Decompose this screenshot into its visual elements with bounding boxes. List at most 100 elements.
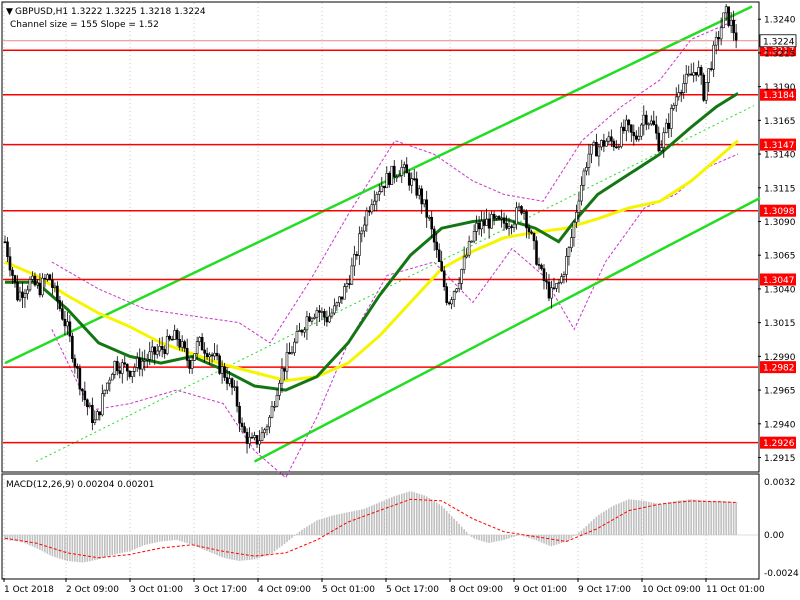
candle-body-167 [420,188,424,205]
candle-body-109 [275,395,279,407]
candle-body-274 [687,73,691,76]
candle-body-91 [230,378,234,388]
candle-body-74 [188,360,191,369]
channel-mid-line [35,105,755,463]
candle-body-5 [16,282,19,301]
candle-body-287 [719,27,723,40]
candle-body-198 [497,216,501,220]
candle-body-28 [73,358,77,367]
candle-body-290 [727,6,730,26]
candle-body-21 [56,285,59,301]
candle-body-17 [46,274,49,280]
bollinger-upper [51,18,739,344]
candle-body-11 [31,275,34,280]
candle-body-219 [550,287,553,299]
candle-body-220 [552,287,556,290]
candle-body-19 [51,279,54,288]
candle-body-229 [575,211,578,223]
candle-body-159 [400,167,404,176]
candle-body-156 [392,165,396,178]
candle-body-149 [375,193,379,202]
candle-body-125 [315,310,319,318]
candle-body-284 [712,44,715,70]
candle-body-130 [328,315,331,323]
candle-body-215 [540,264,543,269]
candle-body-67 [170,338,174,341]
x-tick-label-7: 8 Oct 09:00 [450,585,503,595]
y-tick-label-6: 1.3090 [764,218,796,228]
candle-body-237 [595,142,598,157]
candle-body-87 [220,366,224,374]
candle-body-184 [462,256,466,270]
candle-body-58 [148,351,152,360]
candle-body-153 [385,173,389,189]
candle-body-154 [387,173,391,185]
candle-body-76 [193,353,196,361]
candle-body-169 [425,199,429,218]
level-label-bg-3 [760,204,796,217]
candle-body-31 [81,388,84,392]
candle-body-106 [268,416,271,428]
candle-body-42 [108,379,112,384]
candle-body-121 [305,316,309,331]
candle-body-174 [437,249,441,262]
candle-body-230 [577,200,581,213]
candle-body-99 [250,436,254,439]
candle-body-36 [93,419,97,423]
candle-body-49 [125,363,129,372]
candle-body-45 [115,361,119,372]
x-tick-label-1: 2 Oct 09:00 [66,585,119,595]
candle-body-103 [260,432,264,441]
candle-body-37 [96,411,99,421]
candle-body-196 [492,214,496,219]
candle-body-123 [310,318,314,322]
candle-body-191 [480,220,483,230]
candle-body-238 [597,146,601,157]
candle-body-234 [587,153,591,168]
candle-body-80 [203,349,206,354]
candle-body-286 [717,37,720,40]
candle-body-252 [632,132,636,137]
candle-body-56 [143,359,147,362]
y-tick-label-2: 1.3190 [764,83,796,93]
candle-body-172 [432,228,436,243]
candle-body-1 [6,241,9,257]
x-tick-label-2: 3 Oct 01:00 [130,585,183,595]
candle-body-175 [440,261,443,272]
candle-body-236 [592,142,596,146]
candle-body-22 [58,300,62,309]
candle-body-166 [417,188,421,196]
candle-body-128 [323,311,326,318]
candle-body-84 [213,352,216,357]
candle-body-129 [325,316,329,323]
candle-body-152 [382,185,386,189]
level-label-4: 1.3047 [763,276,795,286]
symbol-ohlc-line: GBPUSD,H1 1.3222 1.3225 1.3218 1.3224 [15,7,206,17]
candle-body-15 [41,277,44,296]
ma-slow-yellow [4,139,739,383]
candle-body-104 [263,429,266,434]
ma-fast-green [5,92,739,392]
candle-body-150 [377,191,381,195]
candle-body-90 [228,378,231,384]
candle-body-243 [610,136,613,142]
candle-body-72 [183,341,186,349]
candle-body-39 [101,393,104,416]
candle-body-227 [570,237,573,248]
candle-body-225 [565,256,568,275]
candle-body-202 [507,226,511,229]
candle-body-127 [320,311,324,313]
candle-body-183 [460,269,463,284]
candle-body-289 [724,6,728,14]
candle-body-181 [455,288,458,292]
candle-body-210 [527,227,531,233]
y-tick-label-12: 1.2940 [764,420,796,430]
candle-body-100 [253,435,256,438]
candle-body-205 [515,207,518,225]
candle-body-133 [335,302,339,307]
candle-body-138 [348,283,351,285]
x-tick-label-8: 9 Oct 01:00 [514,585,567,595]
candle-body-249 [625,119,628,132]
candle-body-27 [71,335,74,359]
candle-body-188 [472,231,476,242]
